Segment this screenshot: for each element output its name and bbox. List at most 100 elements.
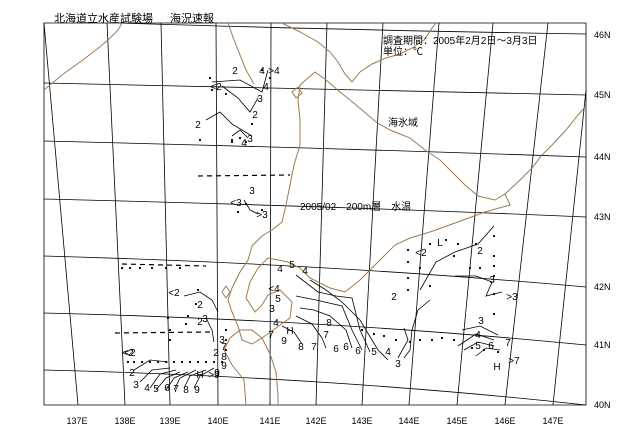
isotherm-4-japansea (149, 369, 177, 389)
station-dot (224, 348, 228, 352)
organization-title: 北海道立水産試験場 (54, 13, 153, 25)
isotherm-3-se (461, 325, 499, 336)
station-dot (236, 210, 240, 214)
station-dot (148, 360, 152, 364)
station-dot (406, 276, 410, 280)
station-dot (210, 88, 214, 92)
unit-label: 単位：℃ (383, 45, 423, 58)
station-dot (444, 238, 448, 242)
station-dot (456, 242, 460, 246)
map-caption: 2005/02 200m層 水温 (300, 201, 411, 213)
station-dot (496, 350, 500, 354)
isotherm-value-label: 3 (202, 314, 208, 325)
product-title: 海況速報 (170, 13, 214, 25)
isotherm-4-se (457, 333, 495, 347)
station-dot (184, 322, 188, 326)
isotherm-3-sw (205, 317, 215, 343)
isotherm-value-label: 6 (164, 383, 170, 394)
station-dot (268, 76, 272, 80)
station-dot (198, 138, 202, 142)
isotherm-value-label: 2 (195, 120, 201, 131)
isotherm-value-label: 3 (478, 316, 484, 327)
station-dot (224, 328, 228, 332)
station-dot (212, 360, 216, 364)
isotherm-8-japansea (183, 369, 207, 389)
isotherm-value-label: 6 (343, 342, 349, 353)
station-dot (408, 340, 412, 344)
isotherm-value-label: 4 (263, 82, 269, 93)
isotherm-5-se (463, 341, 495, 351)
station-dot (204, 360, 208, 364)
station-dot (120, 266, 124, 270)
isotherm-value-label: 5 (371, 347, 377, 358)
station-dot (470, 346, 474, 350)
meridian-146E (504, 22, 549, 406)
isotherm-6-se (475, 347, 501, 357)
latitude-label: 43N (594, 212, 611, 222)
parallel-41N (43, 312, 587, 346)
station-dot (440, 336, 444, 340)
isotherm-value-label: 3 (249, 186, 255, 197)
isotherm-4-north (231, 129, 249, 139)
isotherm-value-label: 7 (505, 338, 511, 349)
isotherm-value-label: 2 (477, 246, 483, 257)
longitude-label: 140E (207, 416, 228, 426)
station-dot (196, 360, 200, 364)
latitude-label: 40N (594, 400, 611, 410)
isotherm-value-label: 2 (197, 300, 203, 311)
isotherm-3-tsugaru (397, 327, 409, 359)
isotherm-9-japansea (193, 367, 215, 389)
isotherm-value-label: >7 (508, 356, 520, 367)
isotherm-value-label: 4 (259, 66, 265, 77)
station-dot (406, 248, 410, 252)
station-dot (230, 140, 234, 144)
station-dot (128, 266, 132, 270)
station-dot (482, 348, 486, 352)
station-dot (230, 138, 234, 142)
isotherm-value-label: >3 (506, 292, 518, 303)
isotherm-value-label: 4 (273, 318, 279, 329)
isotherm-value-label: H (493, 362, 500, 373)
isotherm-6-japansea (165, 371, 189, 391)
isotherm-2-japansea (133, 359, 169, 371)
station-dot (430, 338, 434, 342)
period-label: 調査期間：2005年2月2日～3月3日 (383, 34, 538, 47)
station-dot (382, 334, 386, 338)
station-dot (468, 266, 472, 270)
isotherm-value-label: >4 (268, 66, 280, 77)
meridian-145E (456, 22, 494, 406)
lat-lon-grid (43, 22, 587, 406)
honshu-coast (223, 329, 279, 406)
station-dot (140, 360, 144, 364)
coastline (43, 22, 587, 406)
isotherm-7-japansea (173, 369, 197, 391)
station-dot (178, 266, 182, 270)
isotherm-value-label: 2 (213, 348, 219, 359)
isotherm-value-label: 3 (247, 134, 253, 145)
longitude-label: 145E (446, 416, 467, 426)
isotherm-value-label: 5 (289, 260, 295, 271)
station-dot (418, 338, 422, 342)
isotherm-value-label: 3 (395, 359, 401, 370)
station-dot (260, 68, 264, 72)
ice-edge-sw-1 (121, 263, 207, 267)
station-dot (452, 254, 456, 258)
latitude-label: 45N (594, 90, 611, 100)
station-dot (418, 266, 422, 270)
longitude-label: 146E (494, 416, 515, 426)
isotherm-value-label: >9 (208, 370, 220, 381)
isotherm-value-label: L (437, 238, 443, 249)
longitude-labels: 137E 138E 139E 140E 141E 142E 143E 144E 145E 146E… (66, 416, 563, 426)
isotherm-value-label: 4 (277, 264, 283, 275)
isotherm-value-label: 8 (221, 352, 227, 363)
isotherm-value-label: 5 (153, 384, 159, 395)
parallel-42N (43, 255, 587, 288)
isotherm-value-label: 2 (391, 292, 397, 303)
isotherm-value-label: <2 (124, 348, 136, 359)
isotherm-value-label: 2 (252, 110, 258, 121)
isotherm-3-east (455, 275, 503, 297)
station-dot (428, 284, 432, 288)
station-dot (168, 328, 172, 332)
